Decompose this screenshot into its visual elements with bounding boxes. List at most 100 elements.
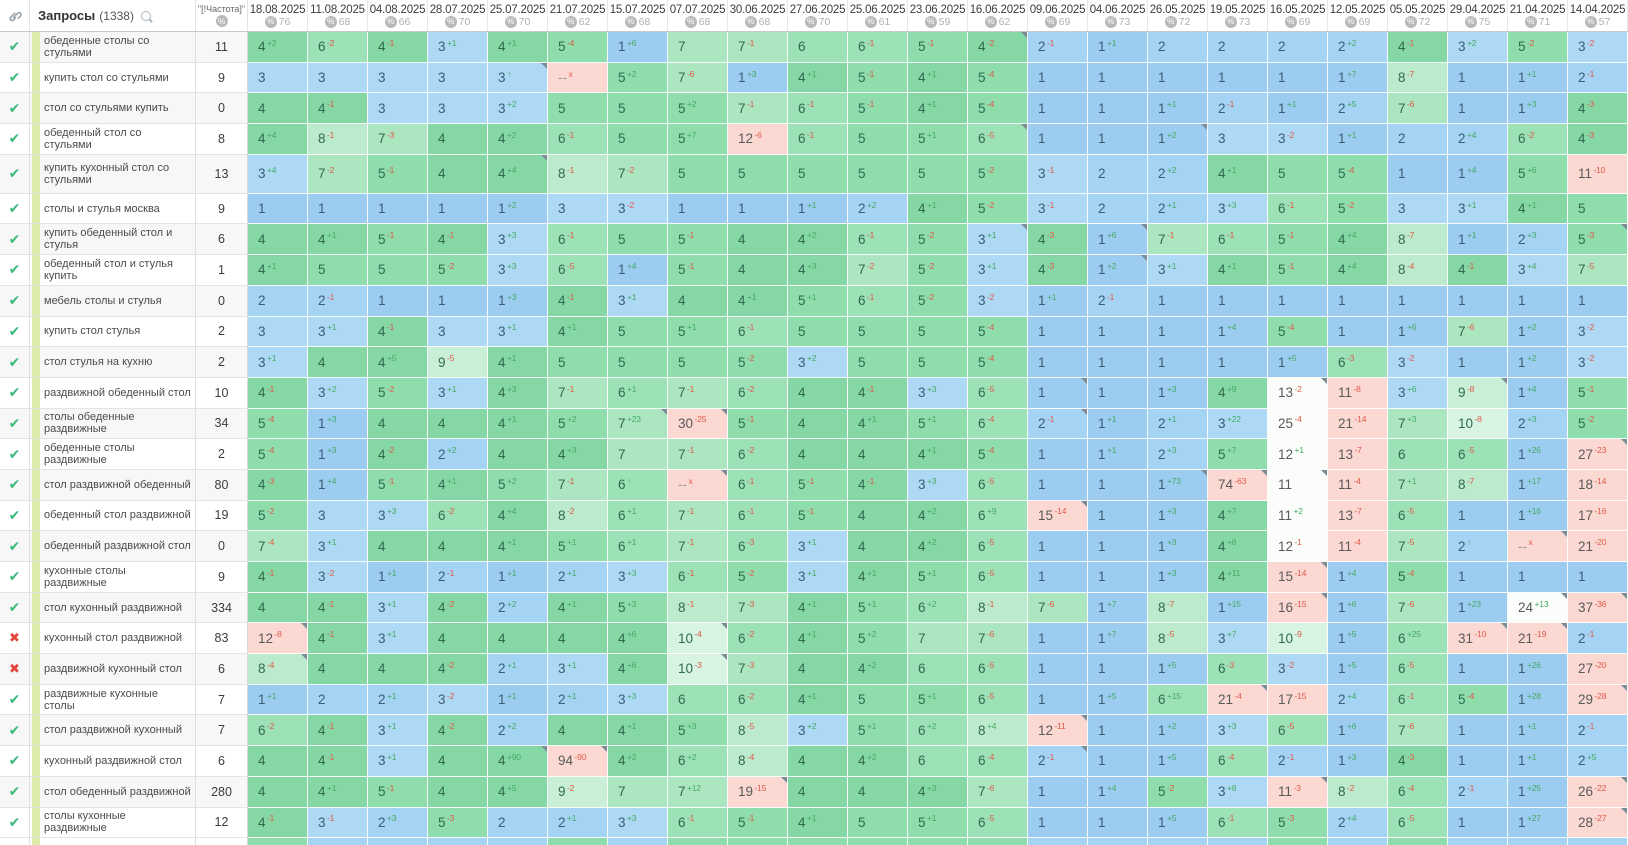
position-cell[interactable]: 6 -5 bbox=[968, 562, 1028, 593]
date-header-16.05.2025[interactable]: 16.05.2025 % 69 bbox=[1268, 0, 1328, 31]
date-header-29.04.2025[interactable]: 29.04.2025 % 75 bbox=[1448, 0, 1508, 31]
position-cell[interactable]: 4 bbox=[248, 224, 308, 256]
position-cell[interactable]: 1 bbox=[1208, 62, 1268, 94]
position-cell[interactable]: 7 -3 bbox=[368, 124, 428, 155]
position-cell[interactable]: 5 bbox=[848, 684, 908, 716]
position-cell[interactable] bbox=[548, 838, 608, 845]
position-cell[interactable]: 1 bbox=[1028, 62, 1088, 94]
position-cell[interactable]: 8 -1 bbox=[968, 592, 1028, 624]
position-cell[interactable]: 4 bbox=[728, 224, 788, 256]
position-cell[interactable]: 3 -2 bbox=[1568, 32, 1628, 63]
position-cell[interactable]: 2 +5 bbox=[1328, 93, 1388, 125]
position-cell[interactable]: 1 +2 bbox=[1508, 347, 1568, 378]
position-cell[interactable] bbox=[368, 838, 428, 845]
position-cell[interactable]: 13 -7 bbox=[1328, 439, 1388, 470]
position-cell[interactable]: 1 +3 bbox=[1148, 500, 1208, 532]
position-cell[interactable]: 5 bbox=[848, 347, 908, 378]
status-check-icon[interactable]: ✔ bbox=[0, 154, 30, 194]
status-check-icon[interactable]: ✔ bbox=[0, 746, 30, 777]
position-cell[interactable]: 1 bbox=[1028, 531, 1088, 562]
position-cell[interactable]: 5 -2 bbox=[1148, 776, 1208, 808]
link-column-header[interactable] bbox=[0, 0, 30, 31]
position-cell[interactable]: 4 bbox=[488, 439, 548, 470]
position-cell[interactable]: 4 bbox=[848, 500, 908, 532]
position-cell[interactable]: 1 bbox=[1028, 776, 1088, 808]
status-check-icon[interactable]: ✔ bbox=[0, 377, 30, 409]
position-cell[interactable]: 27 -20 bbox=[1568, 654, 1628, 685]
position-cell[interactable]: 6 -1 bbox=[848, 224, 908, 256]
status-check-icon[interactable]: ✔ bbox=[0, 32, 30, 63]
position-cell[interactable]: 11 -8 bbox=[1328, 377, 1388, 409]
position-cell[interactable]: 1 +3 bbox=[1148, 531, 1208, 562]
position-cell[interactable]: 1 bbox=[1028, 377, 1088, 409]
position-cell[interactable]: 2 +4 bbox=[1328, 807, 1388, 839]
position-cell[interactable]: 7 -1 bbox=[728, 32, 788, 63]
position-cell[interactable]: 4 +1 bbox=[1208, 154, 1268, 194]
position-cell[interactable]: 4 -1 bbox=[248, 377, 308, 409]
position-cell[interactable]: 6 +1 bbox=[608, 500, 668, 532]
position-cell[interactable]: 5 +2 bbox=[848, 623, 908, 655]
position-cell[interactable]: 1 +1 bbox=[248, 684, 308, 716]
position-cell[interactable]: 1 bbox=[1028, 124, 1088, 155]
position-cell[interactable]: 5 +2 bbox=[668, 93, 728, 125]
position-cell[interactable]: 1 bbox=[428, 285, 488, 317]
position-cell[interactable]: 5 -2 bbox=[728, 347, 788, 378]
position-cell[interactable]: 4 +2 bbox=[908, 500, 968, 532]
position-cell[interactable]: 4 bbox=[788, 654, 848, 685]
position-cell[interactable]: 7 -6 bbox=[968, 776, 1028, 808]
position-cell[interactable]: 9 -2 bbox=[548, 776, 608, 808]
position-cell[interactable] bbox=[848, 838, 908, 845]
position-cell[interactable]: 1 +1 bbox=[1088, 32, 1148, 63]
position-cell[interactable]: 4 +2 bbox=[488, 124, 548, 155]
position-cell[interactable]: 4 bbox=[788, 377, 848, 409]
position-cell[interactable]: 5 bbox=[668, 154, 728, 194]
position-cell[interactable]: 4 +2 bbox=[788, 224, 848, 256]
position-cell[interactable]: 1 bbox=[728, 193, 788, 225]
position-cell[interactable]: 16 -15 bbox=[1268, 592, 1328, 624]
position-cell[interactable]: 6 +15 bbox=[1148, 684, 1208, 716]
position-cell[interactable]: 3 +3 bbox=[908, 469, 968, 501]
position-cell[interactable]: 2 -1 bbox=[1568, 715, 1628, 747]
position-cell[interactable]: 1 +3 bbox=[1508, 93, 1568, 125]
position-cell[interactable]: 5 +1 bbox=[668, 316, 728, 348]
position-cell[interactable]: 1 +27 bbox=[1508, 807, 1568, 839]
position-cell[interactable] bbox=[1268, 838, 1328, 845]
position-cell[interactable]: 6 -4 bbox=[968, 746, 1028, 777]
position-cell[interactable]: 15 -14 bbox=[1028, 500, 1088, 532]
position-cell[interactable]: 3 +22 bbox=[1208, 408, 1268, 440]
position-cell[interactable]: 5 bbox=[788, 154, 848, 194]
position-cell[interactable]: 6 -5 bbox=[1388, 500, 1448, 532]
position-cell[interactable]: 4 bbox=[788, 439, 848, 470]
position-cell[interactable]: 1 bbox=[1448, 347, 1508, 378]
position-cell[interactable]: 3 +1 bbox=[248, 347, 308, 378]
date-header-04.08.2025[interactable]: 04.08.2025 % 66 bbox=[368, 0, 428, 31]
position-cell[interactable]: 5 bbox=[788, 316, 848, 348]
position-cell[interactable]: 2 +2 bbox=[1328, 32, 1388, 63]
position-cell[interactable]: 12 -8 bbox=[248, 623, 308, 655]
position-cell[interactable]: 6 -2 bbox=[428, 500, 488, 532]
position-cell[interactable]: 5 +2 bbox=[488, 469, 548, 501]
position-cell[interactable]: 5 -2 bbox=[908, 285, 968, 317]
position-cell[interactable]: 1 bbox=[1028, 623, 1088, 655]
position-cell[interactable]: 4 +6 bbox=[608, 623, 668, 655]
status-check-icon[interactable]: ✔ bbox=[0, 93, 30, 125]
position-cell[interactable]: 3 +1 bbox=[368, 592, 428, 624]
position-cell[interactable]: 5 -1 bbox=[368, 154, 428, 194]
position-cell[interactable]: 1 +1 bbox=[1088, 439, 1148, 470]
position-cell[interactable]: 1 +26 bbox=[1508, 654, 1568, 685]
position-cell[interactable]: 4 +3 bbox=[548, 439, 608, 470]
position-cell[interactable]: 13 -7 bbox=[1328, 500, 1388, 532]
position-cell[interactable]: 5 -1 bbox=[1268, 224, 1328, 256]
position-cell[interactable]: 5 -3 bbox=[428, 807, 488, 839]
position-cell[interactable]: 5 +7 bbox=[1208, 439, 1268, 470]
position-cell[interactable]: 4 bbox=[548, 623, 608, 655]
position-cell[interactable]: 1 +1 bbox=[788, 193, 848, 225]
keyword-label[interactable]: стол кухонный раздвижной bbox=[44, 601, 182, 614]
position-cell[interactable]: 3 +1 bbox=[608, 285, 668, 317]
position-cell[interactable]: 1 +1 bbox=[368, 562, 428, 593]
position-cell[interactable]: 5 +1 bbox=[548, 531, 608, 562]
position-cell[interactable]: 5 -2 bbox=[1568, 408, 1628, 440]
position-cell[interactable]: -- x bbox=[668, 469, 728, 501]
position-cell[interactable]: 1 +28 bbox=[1508, 684, 1568, 716]
position-cell[interactable]: 8 -7 bbox=[1388, 224, 1448, 256]
